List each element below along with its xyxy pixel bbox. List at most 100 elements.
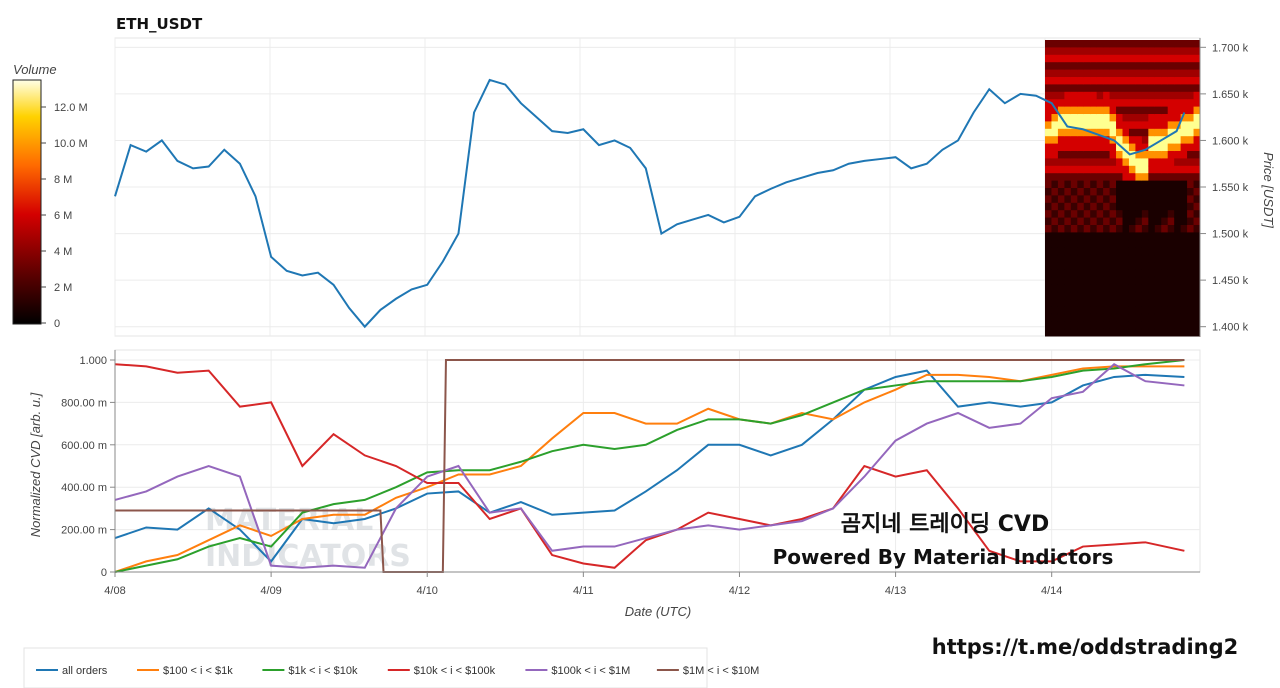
legend-item-label: $100 < i < $1k bbox=[163, 665, 233, 677]
heatmap-cell bbox=[1141, 143, 1149, 152]
heatmap-cell bbox=[1103, 188, 1111, 196]
heatmap-cell bbox=[1051, 247, 1059, 256]
heatmap-cell bbox=[1187, 313, 1195, 322]
heatmap-cell bbox=[1167, 299, 1175, 307]
heatmap-cell bbox=[1116, 173, 1123, 182]
heatmap-cell bbox=[1077, 306, 1085, 315]
heatmap-cell bbox=[1103, 239, 1111, 248]
heatmap-cell bbox=[1083, 69, 1091, 78]
heatmap-cell bbox=[1193, 136, 1201, 145]
cvd-xtick-label: 4/09 bbox=[260, 585, 281, 597]
heatmap-cell bbox=[1045, 114, 1052, 122]
heatmap-cell bbox=[1128, 143, 1136, 152]
heatmap-cell bbox=[1135, 143, 1143, 152]
heatmap-cell bbox=[1135, 114, 1143, 122]
heatmap-cell bbox=[1070, 210, 1078, 219]
heatmap-cell bbox=[1148, 62, 1156, 71]
heatmap-cell bbox=[1154, 173, 1162, 182]
heatmap-cell bbox=[1070, 143, 1078, 152]
heatmap-cell bbox=[1045, 158, 1052, 167]
heatmap-cell bbox=[1051, 54, 1059, 63]
heatmap-cell bbox=[1135, 158, 1143, 167]
heatmap-cell bbox=[1148, 69, 1156, 78]
heatmap-cell bbox=[1193, 47, 1201, 56]
heatmap-cell bbox=[1096, 128, 1104, 137]
heatmap-cell bbox=[1141, 313, 1149, 322]
heatmap-cell bbox=[1135, 106, 1143, 115]
heatmap-cell bbox=[1141, 99, 1149, 108]
heatmap-cell bbox=[1141, 247, 1149, 256]
heatmap-cell bbox=[1045, 84, 1052, 93]
cvd-tick-label: 1.000 bbox=[79, 355, 107, 367]
heatmap-cell bbox=[1109, 328, 1117, 337]
heatmap-cell bbox=[1045, 143, 1052, 152]
heatmap-cell bbox=[1193, 306, 1201, 315]
heatmap-cell bbox=[1135, 47, 1143, 56]
heatmap-cell bbox=[1077, 54, 1085, 63]
heatmap-cell bbox=[1193, 128, 1201, 137]
heatmap-cell bbox=[1135, 262, 1143, 270]
heatmap-cell bbox=[1148, 225, 1156, 233]
heatmap-cell bbox=[1077, 151, 1085, 159]
heatmap-cell bbox=[1135, 217, 1143, 226]
heatmap-cell bbox=[1161, 239, 1169, 248]
heatmap-cell bbox=[1109, 306, 1117, 315]
heatmap-cell bbox=[1161, 84, 1169, 93]
heatmap-cell bbox=[1090, 254, 1098, 263]
heatmap-cell bbox=[1070, 121, 1078, 130]
heatmap-cell bbox=[1090, 151, 1098, 159]
heatmap-cell bbox=[1057, 180, 1065, 189]
heatmap-cell bbox=[1116, 195, 1123, 204]
heatmap-cell bbox=[1083, 313, 1091, 322]
heatmap-cell bbox=[1180, 328, 1188, 337]
heatmap-cell bbox=[1051, 106, 1059, 115]
heatmap-cell bbox=[1148, 284, 1156, 293]
heatmap-cell bbox=[1187, 188, 1195, 196]
heatmap-cell bbox=[1109, 106, 1117, 115]
heatmap-cell bbox=[1187, 106, 1195, 115]
heatmap-cell bbox=[1122, 284, 1130, 293]
heatmap-cell bbox=[1064, 328, 1072, 337]
heatmap-cell bbox=[1064, 232, 1072, 241]
heatmap-cell bbox=[1161, 106, 1169, 115]
heatmap-cell bbox=[1103, 143, 1111, 152]
heatmap-cell bbox=[1167, 165, 1175, 174]
heatmap-cell bbox=[1122, 210, 1130, 219]
heatmap-cell bbox=[1141, 40, 1149, 48]
heatmap-cell bbox=[1045, 210, 1052, 219]
heatmap-cell bbox=[1167, 40, 1175, 48]
heatmap-cell bbox=[1096, 269, 1104, 278]
heatmap-cell bbox=[1187, 165, 1195, 174]
heatmap-cell bbox=[1187, 239, 1195, 248]
heatmap-cell bbox=[1090, 313, 1098, 322]
heatmap-cell bbox=[1064, 69, 1072, 78]
heatmap-cell bbox=[1167, 217, 1175, 226]
heatmap-cell bbox=[1193, 173, 1201, 182]
heatmap-cell bbox=[1070, 202, 1078, 211]
heatmap-cell bbox=[1135, 306, 1143, 315]
heatmap-cell bbox=[1064, 276, 1072, 285]
heatmap-cell bbox=[1109, 77, 1117, 85]
heatmap-cell bbox=[1167, 225, 1175, 233]
heatmap-cell bbox=[1103, 217, 1111, 226]
heatmap-cell bbox=[1135, 195, 1143, 204]
heatmap-cell bbox=[1187, 114, 1195, 122]
url-text[interactable]: https://t.me/oddstrading2 bbox=[932, 635, 1239, 659]
volume-heatmap-cells bbox=[1045, 40, 1201, 337]
heatmap-cell bbox=[1187, 54, 1195, 63]
heatmap-cell bbox=[1154, 91, 1162, 100]
heatmap-cell bbox=[1083, 254, 1091, 263]
heatmap-cell bbox=[1167, 106, 1175, 115]
heatmap-cell bbox=[1128, 62, 1136, 71]
heatmap-cell bbox=[1070, 232, 1078, 241]
heatmap-cell bbox=[1090, 121, 1098, 130]
colorbar-tick-label: 12.0 M bbox=[54, 102, 88, 114]
heatmap-cell bbox=[1148, 210, 1156, 219]
heatmap-cell bbox=[1122, 47, 1130, 56]
heatmap-cell bbox=[1187, 328, 1195, 337]
heatmap-cell bbox=[1109, 269, 1117, 278]
price-tick-label: 1.500 k bbox=[1212, 229, 1249, 241]
heatmap-cell bbox=[1174, 291, 1182, 300]
heatmap-cell bbox=[1135, 69, 1143, 78]
heatmap-cell bbox=[1187, 299, 1195, 307]
